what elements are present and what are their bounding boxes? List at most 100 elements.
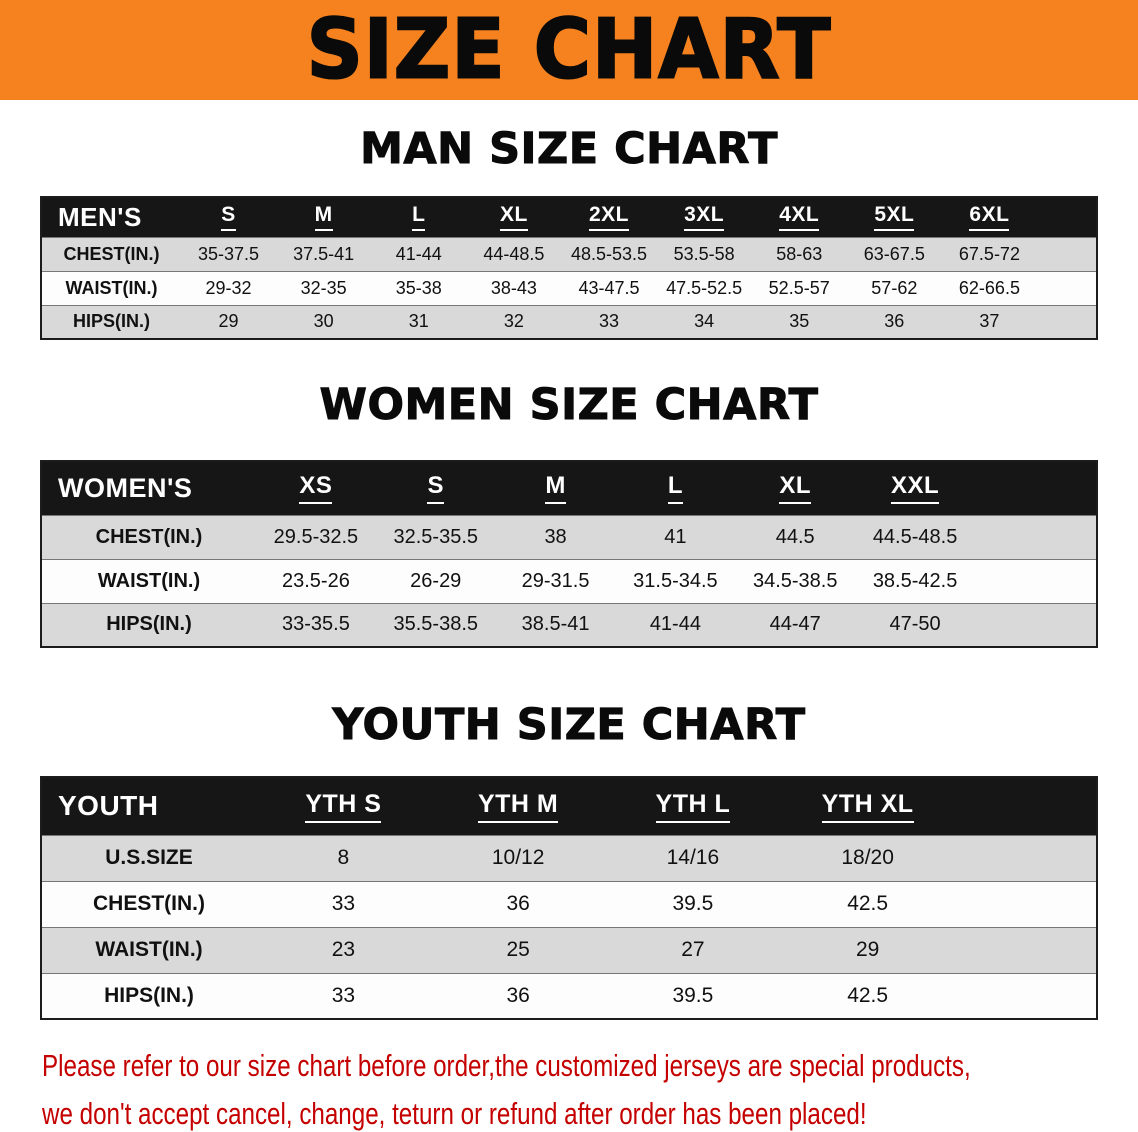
size-col-header: M [276, 197, 372, 237]
size-value-cell: 44.5 [775, 525, 815, 548]
size-value-cell: 34 [694, 311, 715, 332]
size-value-cell: 57-62 [871, 277, 918, 298]
size-value-cell: 44-48.5 [483, 243, 545, 264]
size-col-header: 4XL [751, 197, 847, 237]
size-col-header: S [181, 197, 277, 237]
row-spacer [955, 973, 1097, 1019]
size-col-header: YTH M [430, 777, 606, 835]
row-label: HIPS(IN.) [106, 613, 192, 636]
row-label: CHEST(IN.) [93, 892, 205, 915]
size-label: XS [299, 472, 333, 505]
size-col-header: L [615, 461, 736, 515]
size-value-cell: 42.5 [847, 892, 889, 915]
size-label: M [545, 472, 566, 505]
size-label: L [412, 203, 426, 232]
row-spacer [975, 559, 1097, 603]
table-row: U.S.SIZE 8 10/12 14/16 18/20 [41, 835, 1097, 881]
size-col-header: S [375, 461, 496, 515]
size-label: S [221, 203, 236, 232]
table-row: CHEST(IN.) 35-37.5 37.5-41 41-44 44-48.5 48.5… [41, 237, 1097, 271]
row-spacer [975, 515, 1097, 559]
row-spacer [1037, 237, 1097, 271]
size-label: 3XL [684, 203, 725, 232]
header-row: WOMEN'S XS S M L XL XXL [41, 461, 1097, 515]
size-value-cell: 41-44 [395, 243, 442, 264]
size-col-header: YTH S [256, 777, 431, 835]
size-col-header: XS [256, 461, 376, 515]
men-size-table: MEN'S S M L XL 2XL 3XL 4XL 5XL 6XL CHEST(IN.) 35-37… [40, 196, 1098, 340]
banner: SIZE CHART [0, 0, 1138, 100]
size-value-cell: 36 [506, 983, 530, 1007]
size-value-cell: 18/20 [841, 846, 894, 869]
size-label: XL [779, 472, 812, 505]
row-label: CHEST(IN.) [95, 525, 203, 548]
size-value-cell: 47-50 [889, 613, 941, 636]
size-value-cell: 39.5 [672, 892, 714, 915]
table-row: WAIST(IN.) 29-32 32-35 35-38 38-43 43-47.5 47.… [41, 271, 1097, 305]
size-label: 2XL [588, 203, 629, 232]
row-label: HIPS(IN.) [104, 983, 194, 1007]
size-col-header: 2XL [561, 197, 657, 237]
size-value-cell: 37 [979, 311, 1000, 332]
size-col-header: YTH L [605, 777, 781, 835]
size-value-cell: 37.5-41 [293, 243, 355, 264]
size-label: L [667, 472, 683, 505]
size-col-header: L [371, 197, 467, 237]
size-value-cell: 29 [218, 311, 239, 332]
size-value-cell: 38.5-41 [521, 613, 590, 636]
size-label: XL [499, 203, 528, 232]
section-women: WOMEN SIZE CHART WOMEN'S XS S M L XL XXL CHEST(I… [0, 380, 1138, 648]
size-value-cell: 42.5 [847, 983, 889, 1007]
size-value-cell: 29-32 [205, 277, 252, 298]
size-value-cell: 23.5-26 [281, 569, 350, 592]
size-value-cell: 52.5-57 [768, 277, 830, 298]
size-label: 4XL [779, 203, 820, 232]
corner-label: WOMEN'S [41, 461, 256, 515]
size-value-cell: 25 [506, 938, 530, 961]
size-label: YTH XL [821, 790, 914, 823]
size-value-cell: 33 [331, 983, 356, 1007]
size-col-header: 6XL [941, 197, 1037, 237]
size-value-cell: 53.5-58 [673, 243, 735, 264]
corner-label: YOUTH [41, 777, 256, 835]
size-label: YTH S [305, 790, 382, 823]
size-label: M [314, 203, 333, 232]
size-value-cell: 35-37.5 [198, 243, 260, 264]
size-value-cell: 10/12 [491, 846, 545, 869]
size-col-header: 5XL [846, 197, 942, 237]
table-row: CHEST(IN.) 33 36 39.5 42.5 [41, 881, 1097, 927]
size-label: S [427, 472, 444, 505]
size-col-header: M [495, 461, 616, 515]
page-title: SIZE CHART [306, 2, 832, 98]
size-label: YTH M [477, 790, 559, 823]
size-value-cell: 38.5-42.5 [872, 569, 958, 592]
size-value-cell: 23 [331, 938, 356, 961]
row-label: U.S.SIZE [105, 846, 193, 869]
size-value-cell: 33-35.5 [281, 613, 350, 636]
size-value-cell: 41 [664, 525, 687, 548]
notice-line-1: Please refer to our size chart before or… [42, 1048, 971, 1083]
row-spacer [955, 927, 1097, 973]
header-spacer [955, 777, 1097, 835]
size-value-cell: 32 [503, 311, 524, 332]
row-spacer [955, 881, 1097, 927]
table-row: HIPS(IN.) 33-35.5 35.5-38.5 38.5-41 41-44 44-… [41, 603, 1097, 647]
table-row: WAIST(IN.) 23 25 27 29 [41, 927, 1097, 973]
row-spacer [1037, 305, 1097, 339]
size-value-cell: 36 [884, 311, 905, 332]
women-size-table: WOMEN'S XS S M L XL XXL CHEST(IN.) 29.5-32.5 32.5… [40, 460, 1098, 648]
size-value-cell: 58-63 [776, 243, 823, 264]
size-value-cell: 38-43 [490, 277, 537, 298]
size-value-cell: 34.5-38.5 [752, 569, 838, 592]
header-row: YOUTH YTH S YTH M YTH L YTH XL [41, 777, 1097, 835]
size-value-cell: 35.5-38.5 [393, 613, 478, 636]
size-value-cell: 39.5 [672, 983, 714, 1007]
corner-label: MEN'S [41, 197, 181, 237]
size-value-cell: 44.5-48.5 [872, 525, 958, 548]
header-spacer [1037, 197, 1097, 237]
size-value-cell: 33 [331, 892, 356, 915]
size-value-cell: 38 [544, 525, 567, 548]
size-value-cell: 14/16 [666, 846, 720, 869]
size-label: 5XL [874, 203, 915, 232]
size-value-cell: 67.5-72 [958, 243, 1020, 264]
